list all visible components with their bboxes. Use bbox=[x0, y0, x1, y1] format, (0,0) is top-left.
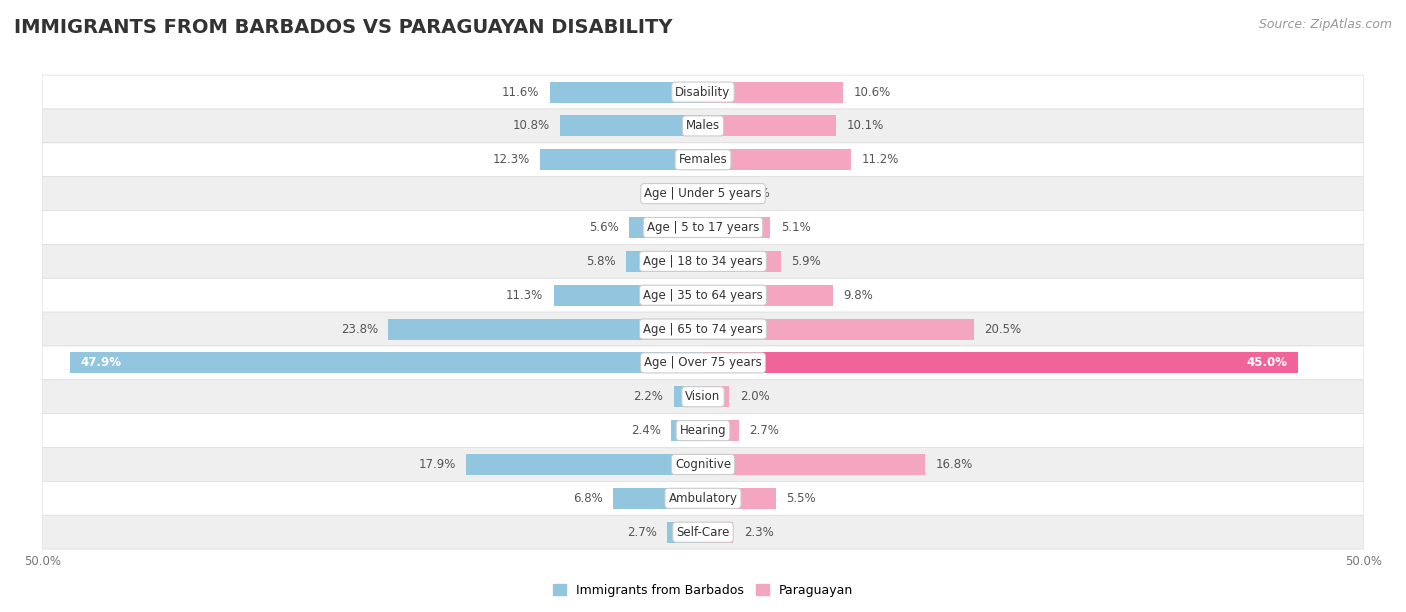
Bar bbox=[540, 149, 703, 170]
Text: 45.0%: 45.0% bbox=[1246, 356, 1286, 370]
Bar bbox=[690, 183, 703, 204]
FancyBboxPatch shape bbox=[42, 75, 1364, 109]
Text: 5.5%: 5.5% bbox=[786, 492, 815, 505]
Bar bbox=[703, 217, 770, 238]
Text: 11.6%: 11.6% bbox=[502, 86, 538, 99]
Text: 2.4%: 2.4% bbox=[631, 424, 661, 437]
Text: 2.0%: 2.0% bbox=[740, 187, 769, 200]
Text: 0.97%: 0.97% bbox=[643, 187, 679, 200]
Text: 2.7%: 2.7% bbox=[749, 424, 779, 437]
Text: 11.3%: 11.3% bbox=[506, 289, 543, 302]
FancyBboxPatch shape bbox=[42, 312, 1364, 346]
Bar bbox=[703, 149, 851, 170]
Bar bbox=[703, 285, 832, 305]
Text: 10.1%: 10.1% bbox=[846, 119, 884, 132]
Text: 6.8%: 6.8% bbox=[572, 492, 603, 505]
Text: 47.9%: 47.9% bbox=[80, 356, 121, 370]
Bar bbox=[628, 217, 703, 238]
FancyBboxPatch shape bbox=[42, 515, 1364, 549]
Text: 11.2%: 11.2% bbox=[862, 153, 898, 166]
Bar bbox=[703, 521, 734, 543]
Text: Disability: Disability bbox=[675, 86, 731, 99]
Text: 2.0%: 2.0% bbox=[740, 390, 769, 403]
Text: 10.6%: 10.6% bbox=[853, 86, 891, 99]
Bar bbox=[560, 116, 703, 136]
Bar bbox=[703, 488, 776, 509]
Bar bbox=[703, 183, 730, 204]
Text: Age | 35 to 64 years: Age | 35 to 64 years bbox=[643, 289, 763, 302]
Text: Age | 65 to 74 years: Age | 65 to 74 years bbox=[643, 323, 763, 335]
Bar bbox=[467, 454, 703, 475]
FancyBboxPatch shape bbox=[42, 278, 1364, 312]
Text: 16.8%: 16.8% bbox=[935, 458, 973, 471]
Text: 5.1%: 5.1% bbox=[780, 221, 811, 234]
Text: Age | Over 75 years: Age | Over 75 years bbox=[644, 356, 762, 370]
FancyBboxPatch shape bbox=[42, 177, 1364, 211]
FancyBboxPatch shape bbox=[42, 482, 1364, 515]
Bar bbox=[703, 420, 738, 441]
Text: Self-Care: Self-Care bbox=[676, 526, 730, 539]
Bar bbox=[703, 251, 780, 272]
Text: 10.8%: 10.8% bbox=[513, 119, 550, 132]
Bar bbox=[703, 386, 730, 407]
FancyBboxPatch shape bbox=[42, 244, 1364, 278]
Text: Cognitive: Cognitive bbox=[675, 458, 731, 471]
Text: Vision: Vision bbox=[685, 390, 721, 403]
FancyBboxPatch shape bbox=[42, 346, 1364, 380]
Text: Age | 5 to 17 years: Age | 5 to 17 years bbox=[647, 221, 759, 234]
Bar bbox=[671, 420, 703, 441]
Bar bbox=[703, 353, 1298, 373]
Bar bbox=[626, 251, 703, 272]
Bar bbox=[703, 116, 837, 136]
Text: 2.7%: 2.7% bbox=[627, 526, 657, 539]
Text: 2.3%: 2.3% bbox=[744, 526, 773, 539]
Text: 23.8%: 23.8% bbox=[340, 323, 378, 335]
Text: Males: Males bbox=[686, 119, 720, 132]
Text: Age | Under 5 years: Age | Under 5 years bbox=[644, 187, 762, 200]
Text: 5.6%: 5.6% bbox=[589, 221, 619, 234]
Text: Hearing: Hearing bbox=[679, 424, 727, 437]
Bar bbox=[668, 521, 703, 543]
Bar bbox=[70, 353, 703, 373]
Text: Ambulatory: Ambulatory bbox=[668, 492, 738, 505]
Legend: Immigrants from Barbados, Paraguayan: Immigrants from Barbados, Paraguayan bbox=[548, 579, 858, 602]
Text: 2.2%: 2.2% bbox=[634, 390, 664, 403]
Bar bbox=[673, 386, 703, 407]
Bar bbox=[703, 454, 925, 475]
Bar bbox=[703, 81, 844, 103]
FancyBboxPatch shape bbox=[42, 414, 1364, 447]
FancyBboxPatch shape bbox=[42, 109, 1364, 143]
FancyBboxPatch shape bbox=[42, 380, 1364, 414]
Bar bbox=[613, 488, 703, 509]
Bar bbox=[550, 81, 703, 103]
Bar bbox=[703, 319, 974, 340]
FancyBboxPatch shape bbox=[42, 211, 1364, 244]
Text: 20.5%: 20.5% bbox=[984, 323, 1022, 335]
Text: Females: Females bbox=[679, 153, 727, 166]
Bar bbox=[388, 319, 703, 340]
Text: Age | 18 to 34 years: Age | 18 to 34 years bbox=[643, 255, 763, 268]
Text: Source: ZipAtlas.com: Source: ZipAtlas.com bbox=[1258, 18, 1392, 31]
Text: 17.9%: 17.9% bbox=[419, 458, 456, 471]
FancyBboxPatch shape bbox=[42, 447, 1364, 482]
Text: 5.8%: 5.8% bbox=[586, 255, 616, 268]
Bar bbox=[554, 285, 703, 305]
Text: 5.9%: 5.9% bbox=[792, 255, 821, 268]
FancyBboxPatch shape bbox=[42, 143, 1364, 177]
Text: 12.3%: 12.3% bbox=[492, 153, 530, 166]
Text: IMMIGRANTS FROM BARBADOS VS PARAGUAYAN DISABILITY: IMMIGRANTS FROM BARBADOS VS PARAGUAYAN D… bbox=[14, 18, 672, 37]
Text: 9.8%: 9.8% bbox=[844, 289, 873, 302]
